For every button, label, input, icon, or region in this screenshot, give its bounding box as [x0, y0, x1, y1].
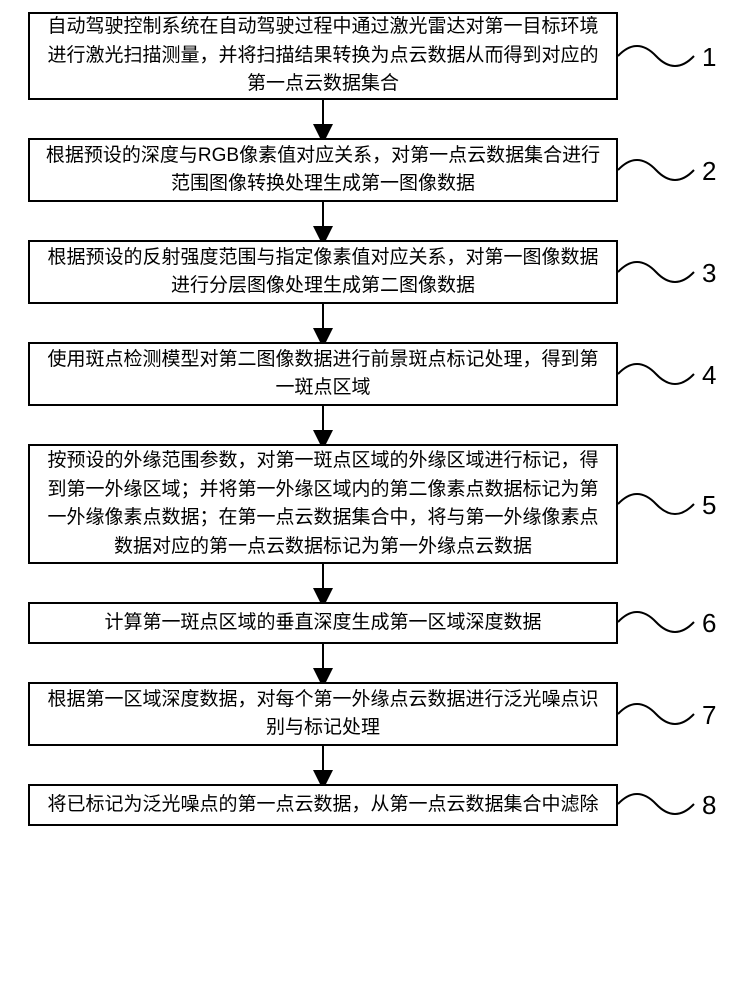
- flow-step-text: 根据预设的反射强度范围与指定像素值对应关系，对第一图像数据进行分层图像处理生成第…: [44, 244, 602, 301]
- step-label-text: 2: [702, 156, 716, 186]
- swoosh-connector: [618, 494, 694, 514]
- step-label-2: 2: [702, 156, 716, 187]
- swoosh-connector: [618, 46, 694, 66]
- step-label-1: 1: [702, 42, 716, 73]
- swoosh-connector: [618, 704, 694, 724]
- flow-step-text: 计算第一斑点区域的垂直深度生成第一区域深度数据: [104, 609, 541, 638]
- step-label-text: 1: [702, 42, 716, 72]
- step-label-7: 7: [702, 700, 716, 731]
- flow-step-text: 根据预设的深度与RGB像素值对应关系，对第一点云数据集合进行范围图像转换处理生成…: [44, 142, 602, 199]
- step-label-text: 3: [702, 258, 716, 288]
- step-label-4: 4: [702, 360, 716, 391]
- step-label-text: 8: [702, 790, 716, 820]
- flow-step-text: 按预设的外缘范围参数，对第一斑点区域的外缘区域进行标记，得到第一外缘区域；并将第…: [44, 447, 602, 561]
- step-label-5: 5: [702, 490, 716, 521]
- step-label-text: 7: [702, 700, 716, 730]
- swoosh-connector: [618, 794, 694, 814]
- flow-step-4: 使用斑点检测模型对第二图像数据进行前景斑点标记处理，得到第一斑点区域: [28, 342, 618, 406]
- flow-step-text: 根据第一区域深度数据，对每个第一外缘点云数据进行泛光噪点识别与标记处理: [44, 686, 602, 743]
- flow-step-7: 根据第一区域深度数据，对每个第一外缘点云数据进行泛光噪点识别与标记处理: [28, 682, 618, 746]
- step-label-6: 6: [702, 608, 716, 639]
- flow-step-text: 自动驾驶控制系统在自动驾驶过程中通过激光雷达对第一目标环境进行激光扫描测量，并将…: [44, 13, 602, 99]
- flow-step-5: 按预设的外缘范围参数，对第一斑点区域的外缘区域进行标记，得到第一外缘区域；并将第…: [28, 444, 618, 564]
- flow-step-6: 计算第一斑点区域的垂直深度生成第一区域深度数据: [28, 602, 618, 644]
- step-label-text: 6: [702, 608, 716, 638]
- flow-step-8: 将已标记为泛光噪点的第一点云数据，从第一点云数据集合中滤除: [28, 784, 618, 826]
- flowchart-container: 自动驾驶控制系统在自动驾驶过程中通过激光雷达对第一目标环境进行激光扫描测量，并将…: [0, 0, 742, 1000]
- swoosh-connector: [618, 364, 694, 384]
- flow-step-text: 使用斑点检测模型对第二图像数据进行前景斑点标记处理，得到第一斑点区域: [44, 346, 602, 403]
- step-label-8: 8: [702, 790, 716, 821]
- swoosh-connector: [618, 612, 694, 632]
- flow-step-text: 将已标记为泛光噪点的第一点云数据，从第一点云数据集合中滤除: [47, 791, 598, 820]
- flow-step-3: 根据预设的反射强度范围与指定像素值对应关系，对第一图像数据进行分层图像处理生成第…: [28, 240, 618, 304]
- flow-step-1: 自动驾驶控制系统在自动驾驶过程中通过激光雷达对第一目标环境进行激光扫描测量，并将…: [28, 12, 618, 100]
- step-label-text: 5: [702, 490, 716, 520]
- swoosh-connector: [618, 160, 694, 180]
- swoosh-connector: [618, 262, 694, 282]
- flow-step-2: 根据预设的深度与RGB像素值对应关系，对第一点云数据集合进行范围图像转换处理生成…: [28, 138, 618, 202]
- step-label-text: 4: [702, 360, 716, 390]
- step-label-3: 3: [702, 258, 716, 289]
